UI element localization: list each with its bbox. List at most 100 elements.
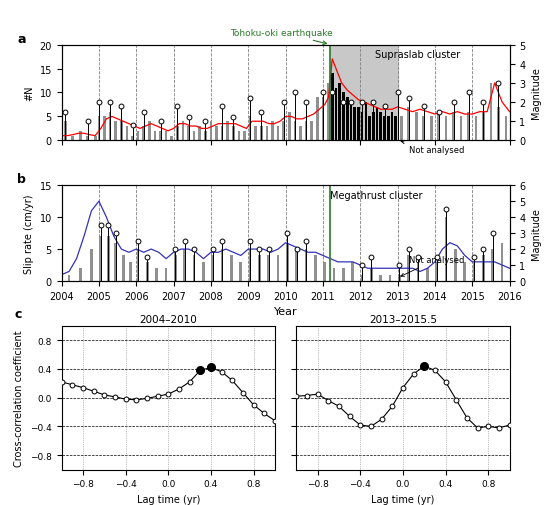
Bar: [365, 103, 367, 141]
Bar: [129, 262, 132, 281]
Text: Megathrust cluster: Megathrust cluster: [330, 190, 423, 200]
Bar: [387, 117, 390, 141]
Bar: [122, 256, 124, 281]
Bar: [327, 84, 330, 141]
Bar: [437, 113, 440, 141]
Bar: [165, 269, 167, 281]
Bar: [79, 132, 82, 141]
Text: Not analysed: Not analysed: [401, 141, 464, 155]
Bar: [202, 262, 205, 281]
Bar: [380, 113, 382, 141]
Bar: [467, 113, 470, 141]
Bar: [342, 93, 345, 141]
Bar: [288, 113, 291, 141]
Bar: [330, 45, 398, 141]
Bar: [103, 117, 106, 141]
Bar: [193, 256, 195, 281]
Bar: [100, 237, 102, 281]
Bar: [204, 132, 207, 141]
Bar: [209, 122, 212, 141]
Bar: [282, 122, 285, 141]
Text: a: a: [17, 32, 26, 45]
Bar: [331, 74, 334, 141]
Bar: [268, 256, 270, 281]
Text: Not analysed: Not analysed: [401, 256, 464, 277]
Bar: [277, 256, 279, 281]
Bar: [286, 243, 289, 281]
Bar: [249, 117, 251, 141]
Bar: [346, 98, 348, 141]
Bar: [299, 127, 302, 141]
Bar: [72, 136, 74, 141]
Bar: [389, 275, 391, 281]
Bar: [426, 269, 429, 281]
Bar: [90, 249, 93, 281]
Bar: [357, 108, 360, 141]
Bar: [68, 275, 71, 281]
Bar: [482, 113, 485, 141]
Bar: [445, 218, 447, 281]
Bar: [314, 256, 317, 281]
Bar: [142, 127, 145, 141]
Bar: [417, 262, 419, 281]
Bar: [497, 108, 500, 141]
Bar: [368, 117, 371, 141]
Bar: [230, 256, 233, 281]
Bar: [452, 113, 455, 141]
Bar: [79, 269, 82, 281]
Bar: [352, 262, 354, 281]
Bar: [249, 249, 251, 281]
Bar: [176, 127, 179, 141]
Bar: [361, 275, 363, 281]
Bar: [114, 243, 117, 281]
Text: b: b: [17, 173, 26, 186]
Bar: [338, 84, 341, 141]
Bar: [372, 113, 375, 141]
Text: Supraslab cluster: Supraslab cluster: [375, 50, 460, 60]
Bar: [333, 269, 335, 281]
Bar: [335, 88, 337, 141]
Bar: [380, 275, 382, 281]
Bar: [258, 256, 261, 281]
Y-axis label: Magnitude: Magnitude: [531, 208, 541, 260]
Bar: [184, 249, 186, 281]
Bar: [324, 262, 326, 281]
Bar: [305, 122, 307, 141]
Bar: [137, 132, 139, 141]
Bar: [97, 117, 100, 141]
Bar: [422, 117, 425, 141]
Bar: [436, 262, 438, 281]
Title: 2013–2015.5: 2013–2015.5: [369, 314, 437, 324]
Bar: [215, 127, 218, 141]
Bar: [159, 132, 162, 141]
Bar: [120, 122, 123, 141]
Bar: [156, 269, 158, 281]
Bar: [226, 122, 229, 141]
Bar: [271, 122, 274, 141]
Bar: [153, 132, 156, 141]
Bar: [94, 136, 96, 141]
Bar: [460, 117, 463, 141]
Bar: [305, 249, 307, 281]
X-axis label: Year: Year: [274, 307, 297, 317]
Bar: [193, 132, 195, 141]
Bar: [114, 122, 117, 141]
Bar: [187, 127, 190, 141]
Bar: [310, 122, 313, 141]
Bar: [64, 122, 67, 141]
Y-axis label: Cross-correlation coefficient: Cross-correlation coefficient: [15, 330, 25, 466]
Bar: [408, 108, 410, 141]
Bar: [454, 249, 457, 281]
Bar: [398, 275, 401, 281]
Bar: [376, 108, 379, 141]
Bar: [146, 262, 149, 281]
Bar: [361, 113, 363, 141]
Bar: [277, 127, 279, 141]
Y-axis label: Magnitude: Magnitude: [531, 67, 541, 119]
Bar: [415, 113, 418, 141]
Bar: [316, 98, 319, 141]
Bar: [198, 127, 201, 141]
Bar: [296, 249, 298, 281]
Y-axis label: Slip rate (cm/yr): Slip rate (cm/yr): [24, 194, 34, 273]
Bar: [391, 113, 393, 141]
